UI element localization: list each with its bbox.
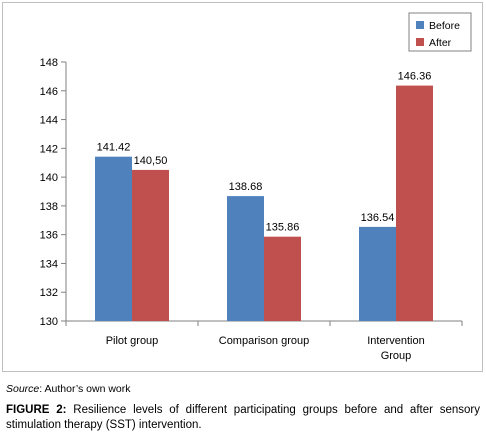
x-tick-label: Comparison group bbox=[219, 335, 310, 347]
y-tick-label: 144 bbox=[40, 115, 58, 127]
figure-label: FIGURE 2: bbox=[6, 404, 67, 416]
legend-swatch bbox=[416, 38, 424, 46]
bar-chart: 130 132 134 136 138 140 142 144 146 148 141.42 138.… bbox=[40, 12, 472, 362]
data-label: 141.42 bbox=[97, 142, 131, 154]
legend-label: Before bbox=[429, 20, 460, 32]
figure-caption-text: Resilience levels of different participa… bbox=[6, 404, 480, 431]
data-label: 136.54 bbox=[361, 212, 395, 224]
bar-after bbox=[132, 169, 169, 321]
y-tick-label: 138 bbox=[40, 201, 58, 213]
bar-after bbox=[396, 85, 433, 321]
source-text: : Author’s own work bbox=[39, 383, 131, 395]
data-label: 138.68 bbox=[229, 181, 263, 193]
x-tick-label: Intervention bbox=[367, 335, 424, 347]
bar-before bbox=[227, 196, 264, 321]
y-tick-label: 142 bbox=[40, 143, 58, 155]
y-tick-label: 146 bbox=[40, 86, 58, 98]
bar-before bbox=[359, 226, 396, 321]
x-tick-label: Group bbox=[381, 350, 412, 362]
y-tick-label: 148 bbox=[40, 57, 58, 69]
source-note: Source: Author’s own work bbox=[6, 382, 131, 396]
legend-label: After bbox=[429, 37, 452, 49]
y-tick-label: 140 bbox=[40, 172, 58, 184]
data-label: 140,50 bbox=[134, 155, 168, 167]
y-tick-label: 132 bbox=[40, 287, 58, 299]
bar-before bbox=[95, 156, 132, 321]
data-label: 146.36 bbox=[398, 71, 432, 83]
legend-swatch bbox=[416, 21, 424, 29]
x-tick-label: Pilot group bbox=[106, 335, 159, 347]
y-tick-label: 130 bbox=[40, 316, 58, 328]
y-tick-label: 136 bbox=[40, 230, 58, 242]
data-label: 135.86 bbox=[266, 222, 300, 234]
source-label: Source bbox=[6, 383, 40, 395]
figure-caption: FIGURE 2: Resilience levels of different… bbox=[6, 403, 480, 433]
y-tick-label: 134 bbox=[40, 258, 58, 270]
bar-after bbox=[264, 236, 301, 321]
